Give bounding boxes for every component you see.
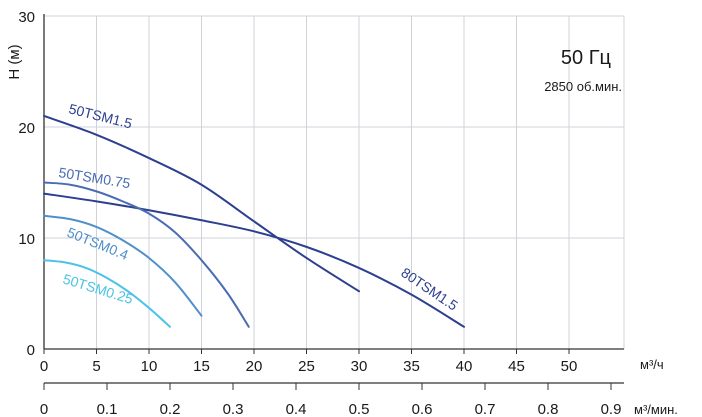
x-tick-label: 5 [92, 358, 100, 375]
x2-tick-label: 0.4 [286, 401, 307, 417]
x2-tick-label: 0.8 [538, 401, 559, 417]
y-tick-label: 0 [27, 342, 35, 359]
x-tick-label: 30 [351, 358, 368, 375]
x2-tick-label: 0.3 [223, 401, 244, 417]
x2-tick-label: 0.6 [412, 401, 433, 417]
curve-50tsm1-5 [43, 114, 360, 293]
speed-label: 2850 об.мин. [544, 79, 622, 94]
x-tick-label: 40 [456, 358, 473, 375]
curve-labels: 50TSM1.580TSM1.550TSM0.7550TSM0.450TSM0.… [58, 100, 461, 313]
pump-curves [43, 114, 465, 328]
y-tick-label: 10 [18, 231, 35, 248]
chart-axes: 0 10 20 30 0 5 10 15 20 25 30 35 40 45 50 0 0.1 0.2 0.3 0.4… [18, 9, 624, 417]
x-tick-label: 20 [246, 358, 263, 375]
y-tick-label: 30 [18, 9, 35, 26]
x-unit-primary: м³/ч [640, 357, 664, 372]
x2-tick-label: 0 [40, 401, 48, 417]
x-tick-label: 10 [141, 358, 158, 375]
y-axis-label: H (м) [6, 44, 23, 79]
x2-tick-label: 0.7 [475, 401, 496, 417]
frequency-label: 50 Гц [561, 47, 611, 69]
y-tick-label: 20 [18, 120, 35, 137]
curve-label-50tsm0-25: 50TSM0.25 [61, 271, 135, 308]
curve-50tsm0-75 [43, 181, 250, 328]
x2-tick-label: 0.5 [349, 401, 370, 417]
x-tick-label: 0 [40, 358, 48, 375]
x2-tick-label: 0.9 [601, 401, 622, 417]
curve-label-50tsm0-75: 50TSM0.75 [58, 164, 132, 191]
curve-80tsm1-5 [43, 192, 465, 328]
chart-grid [44, 15, 625, 349]
x2-tick-label: 0.2 [160, 401, 181, 417]
x-tick-label: 50 [561, 358, 578, 375]
x-tick-label: 45 [508, 358, 525, 375]
x-tick-label: 15 [193, 358, 210, 375]
x-tick-label: 35 [403, 358, 420, 375]
curve-50tsm0-4 [43, 214, 203, 317]
curve-50tsm0-25 [43, 259, 171, 328]
x2-tick-label: 0.1 [97, 401, 118, 417]
x-unit-secondary: м³/мин. [634, 402, 678, 417]
curve-label-50tsm0-4: 50TSM0.4 [65, 224, 131, 263]
x-tick-label: 25 [298, 358, 315, 375]
